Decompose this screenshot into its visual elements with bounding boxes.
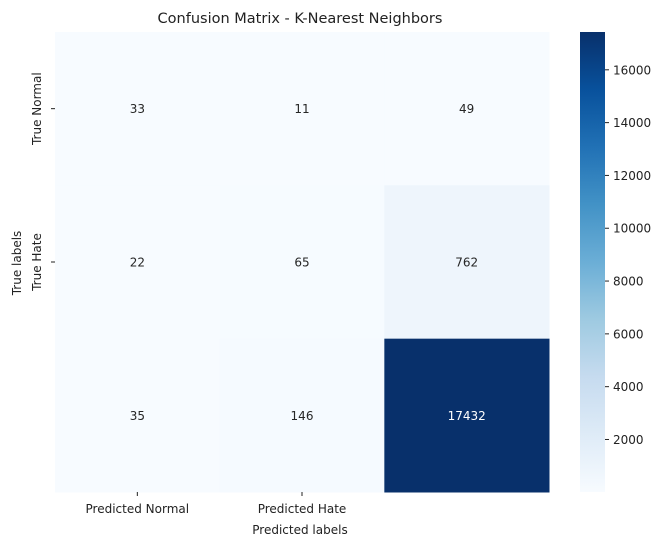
x-tick-label: Predicted Hate [258, 502, 347, 516]
colorbar-tick-label: 14000 [613, 116, 651, 130]
cell-value: 17432 [448, 409, 486, 423]
cell-value: 11 [294, 102, 309, 116]
colorbar-tick-label: 8000 [613, 275, 644, 289]
chart-title: Confusion Matrix - K-Nearest Neighbors [158, 11, 443, 27]
colorbar-tick-label: 10000 [613, 222, 651, 236]
heatmap-cell [219, 338, 385, 493]
heatmap-cell [384, 32, 550, 186]
heatmap-cell [55, 338, 221, 493]
y-axis-ticks: True Normal True Hate [30, 72, 55, 292]
heatmap-cell [219, 32, 385, 186]
colorbar-tick-label: 12000 [613, 169, 651, 183]
colorbar-tick-label: 6000 [613, 327, 644, 341]
cell-annotations: 33 11 49 22 65 762 35 146 17432 [130, 102, 486, 423]
heatmap-cell [219, 185, 385, 340]
heatmap-cell [55, 32, 221, 186]
colorbar-tick-label: 2000 [613, 433, 644, 447]
cell-value: 146 [291, 409, 314, 423]
colorbar-tick-label: 16000 [613, 63, 651, 77]
y-tick-label: True Hate [30, 233, 44, 292]
cell-value: 22 [130, 256, 145, 270]
cell-value: 65 [294, 256, 309, 270]
cell-value: 33 [130, 102, 145, 116]
colorbar-ticks: 2000 4000 6000 8000 10000 12000 14000 16000 [605, 63, 651, 447]
colorbar-tick-label: 4000 [613, 380, 644, 394]
x-axis-label: Predicted labels [252, 523, 347, 537]
colorbar [580, 32, 605, 492]
cell-value: 762 [455, 256, 478, 270]
cell-value: 35 [130, 409, 145, 423]
heatmap-cell [384, 338, 550, 493]
y-tick-label: True Normal [30, 72, 44, 146]
heatmap-cells [55, 32, 550, 493]
x-axis-ticks: Predicted Normal Predicted Hate [86, 492, 347, 516]
y-axis-label: True labels [10, 231, 24, 297]
cell-value: 49 [459, 102, 474, 116]
x-tick-label: Predicted Normal [86, 502, 190, 516]
heatmap-cell [55, 185, 221, 340]
heatmap-cell [384, 185, 550, 340]
